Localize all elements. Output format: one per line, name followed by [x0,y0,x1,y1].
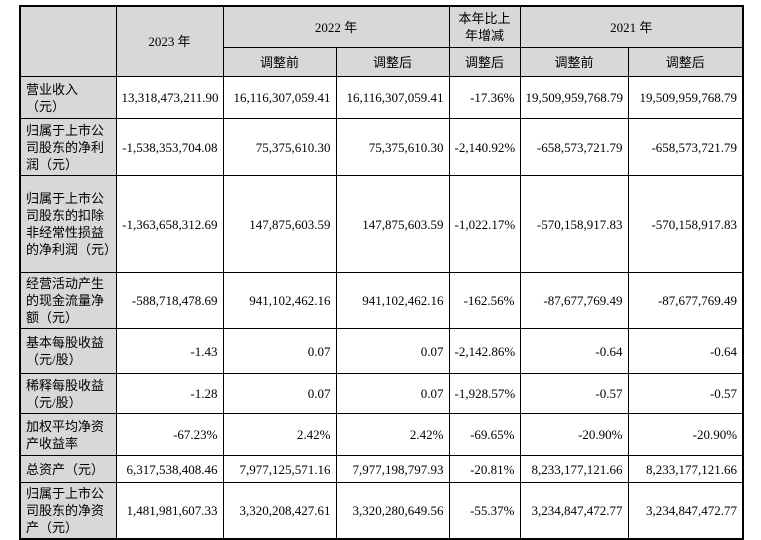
cell-2021-before: -20.90% [519,413,629,456]
cell-2021-after: -20.90% [627,413,744,456]
header-row-years: 2023 年 2022 年 本年比上年增减 2021 年 [19,5,744,77]
table-row-operating-cash-flow: 经营活动产生的现金流量净额（元） -588,718,478.69 941,102… [19,272,744,329]
col-header-change: 本年比上年增减 [448,5,521,48]
cell-2021-before: -570,158,917.83 [519,175,629,273]
cell-2023: -1,363,658,312.69 [115,175,224,273]
cell-2022-after: 3,320,280,649.56 [335,482,450,540]
cell-change: -162.56% [448,272,521,329]
cell-2023: -1,538,353,704.08 [115,118,224,176]
cell-2022-after: 0.07 [335,373,450,414]
row-label: 加权平均净资产收益率 [19,413,117,456]
cell-2021-before: 19,509,959,768.79 [519,76,629,119]
cell-2021-after: -0.57 [627,373,744,414]
cell-change: -17.36% [448,76,521,119]
cell-2021-after: -658,573,721.79 [627,118,744,176]
cell-2021-after: -87,677,769.49 [627,272,744,329]
cell-2022-before: 941,102,462.16 [222,272,337,329]
col-header-2021: 2021 年 [519,5,744,48]
col-header-2023: 2023 年 [115,5,224,77]
table-row-diluted-eps: 稀释每股收益（元/股） -1.28 0.07 0.07 -1,928.57% -… [19,373,744,414]
row-label: 归属于上市公司股东的净资产（元） [19,482,117,540]
row-label: 总资产（元） [19,455,117,483]
cell-2021-before: -0.57 [519,373,629,414]
table-row-net-profit-excl-nonrecurring: 归属于上市公司股东的扣除非经常性损益的净利润（元） -1,363,658,312… [19,175,744,273]
subheader-2021-before: 调整前 [519,47,629,77]
cell-2022-before: 16,116,307,059.41 [222,76,337,119]
subheader-2021-after: 调整后 [627,47,744,77]
table-row-net-assets: 归属于上市公司股东的净资产（元） 1,481,981,607.33 3,320,… [19,482,744,540]
cell-2021-before: -658,573,721.79 [519,118,629,176]
subheader-change-after: 调整后 [448,47,521,77]
row-label: 稀释每股收益（元/股） [19,373,117,414]
cell-2022-after: 147,875,603.59 [335,175,450,273]
row-label: 基本每股收益（元/股） [19,328,117,374]
cell-2022-before: 2.42% [222,413,337,456]
table-row-weighted-avg-roe: 加权平均净资产收益率 -67.23% 2.42% 2.42% -69.65% -… [19,413,744,456]
cell-change: -2,142.86% [448,328,521,374]
cell-2023: 1,481,981,607.33 [115,482,224,540]
cell-2021-before: -87,677,769.49 [519,272,629,329]
cell-2023: -1.28 [115,373,224,414]
corner-cell [19,5,117,77]
cell-change: -69.65% [448,413,521,456]
cell-2022-after: 16,116,307,059.41 [335,76,450,119]
cell-2021-after: 8,233,177,121.66 [627,455,744,483]
cell-2023: -1.43 [115,328,224,374]
cell-2021-before: 3,234,847,472.77 [519,482,629,540]
cell-2022-before: 7,977,125,571.16 [222,455,337,483]
cell-2022-before: 75,375,610.30 [222,118,337,176]
cell-2021-before: 8,233,177,121.66 [519,455,629,483]
cell-change: -2,140.92% [448,118,521,176]
cell-2023: 6,317,538,408.46 [115,455,224,483]
cell-2023: 13,318,473,211.90 [115,76,224,119]
row-label: 营业收入（元） [19,76,117,119]
cell-change: -55.37% [448,482,521,540]
cell-2022-before: 3,320,208,427.61 [222,482,337,540]
subheader-2022-before: 调整前 [222,47,337,77]
cell-2023: -588,718,478.69 [115,272,224,329]
cell-2022-after: 2.42% [335,413,450,456]
table-row-net-profit: 归属于上市公司股东的净利润（元） -1,538,353,704.08 75,37… [19,118,744,176]
cell-2021-before: -0.64 [519,328,629,374]
header-row-adjustments: 调整前 调整后 调整后 调整前 调整后 [20,47,744,77]
financial-summary-table: 2023 年 2022 年 本年比上年增减 2021 年 调整前 调整后 调整后… [19,5,745,540]
cell-2021-after: -0.64 [627,328,744,374]
table-row-total-assets: 总资产（元） 6,317,538,408.46 7,977,125,571.16… [19,455,744,483]
cell-change: -1,928.57% [448,373,521,414]
cell-2022-before: 147,875,603.59 [222,175,337,273]
cell-2022-after: 7,977,198,797.93 [335,455,450,483]
row-label: 归属于上市公司股东的净利润（元） [19,118,117,176]
table-row-revenue: 营业收入（元） 13,318,473,211.90 16,116,307,059… [19,76,744,119]
cell-2022-after: 941,102,462.16 [335,272,450,329]
cell-2021-after: -570,158,917.83 [627,175,744,273]
col-header-2022: 2022 年 [222,5,450,48]
cell-2022-after: 0.07 [335,328,450,374]
cell-2022-after: 75,375,610.30 [335,118,450,176]
cell-change: -20.81% [448,455,521,483]
cell-change: -1,022.17% [448,175,521,273]
row-label: 经营活动产生的现金流量净额（元） [19,272,117,329]
row-label: 归属于上市公司股东的扣除非经常性损益的净利润（元） [19,175,117,273]
table-row-basic-eps: 基本每股收益（元/股） -1.43 0.07 0.07 -2,142.86% -… [19,328,744,374]
subheader-2022-after: 调整后 [335,47,450,77]
cell-2023: -67.23% [115,413,224,456]
cell-2022-before: 0.07 [222,328,337,374]
cell-2021-after: 3,234,847,472.77 [627,482,744,540]
cell-2022-before: 0.07 [222,373,337,414]
cell-2021-after: 19,509,959,768.79 [627,76,744,119]
